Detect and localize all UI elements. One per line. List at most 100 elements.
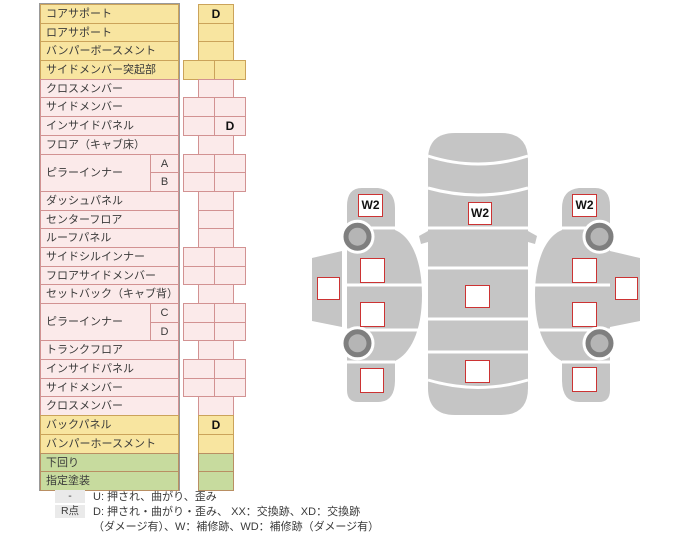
damage-cell[interactable] bbox=[198, 433, 234, 454]
right-front-fender-repair-marker[interactable]: W2 bbox=[572, 194, 597, 217]
left-side-view bbox=[312, 188, 422, 402]
legend: - U: 押され、曲がり、歪み R点 D: 押され・曲がり・歪み、 XX：交換跡… bbox=[55, 490, 379, 535]
part-label: ピラーインナー bbox=[40, 153, 151, 192]
damage-cell-right[interactable] bbox=[214, 265, 246, 286]
damage-cell[interactable] bbox=[198, 284, 234, 305]
left-rear-door-check-box[interactable] bbox=[360, 302, 385, 327]
legend-row-r: R点 D: 押され・曲がり・歪み、 XX：交換跡、XD：交換跡 bbox=[55, 505, 379, 519]
right-front-door-check-box[interactable] bbox=[572, 258, 597, 283]
damage-cell-right[interactable] bbox=[214, 303, 246, 323]
damage-cell-right[interactable] bbox=[214, 246, 246, 267]
part-label: フロアサイドメンバー bbox=[40, 265, 179, 286]
part-sub-label-a: A bbox=[150, 153, 179, 174]
top-trunk-check-box[interactable] bbox=[465, 360, 490, 383]
part-label: バンパーホースメント bbox=[40, 433, 179, 454]
legend-row-r2: （ダメージ有）、W：補修跡、WD：補修跡（ダメージ有） bbox=[55, 520, 379, 534]
damage-cell-right[interactable] bbox=[214, 321, 246, 342]
left-front-wheel-hub bbox=[348, 227, 367, 246]
part-label: ルーフパネル bbox=[40, 228, 179, 248]
damage-cell[interactable]: D bbox=[198, 415, 234, 435]
part-label: 指定塗装 bbox=[40, 471, 179, 491]
part-label: 下回り bbox=[40, 452, 179, 473]
part-label: クロスメンバー bbox=[40, 78, 179, 99]
part-sub-label-c: C bbox=[150, 303, 179, 323]
part-sub-label-d: D bbox=[150, 321, 179, 342]
top-panel-gaps bbox=[427, 154, 529, 389]
damage-cell[interactable] bbox=[198, 471, 234, 491]
left-front-fender-repair-marker[interactable]: W2 bbox=[358, 194, 383, 217]
legend-spacer bbox=[55, 520, 85, 533]
right-mirror-icon bbox=[528, 231, 537, 244]
top-body-shape bbox=[428, 133, 528, 415]
part-label: サイドメンバー bbox=[40, 377, 179, 398]
top-cowl-repair-marker[interactable]: W2 bbox=[468, 202, 492, 225]
damage-cell-left[interactable] bbox=[183, 265, 215, 286]
part-label: クロスメンバー bbox=[40, 396, 179, 417]
legend-badge-r-ten: R点 bbox=[55, 505, 85, 518]
damage-cell-left[interactable] bbox=[183, 246, 215, 267]
damage-cell-left[interactable] bbox=[183, 153, 215, 174]
legend-badge-dash: - bbox=[55, 490, 85, 503]
damage-cell[interactable] bbox=[198, 78, 234, 99]
damage-cell-right[interactable]: D bbox=[214, 116, 246, 136]
part-label: バンパーボースメント bbox=[40, 41, 179, 62]
car-damage-diagram: W2 W2 W2 bbox=[300, 128, 665, 420]
damage-cell[interactable]: D bbox=[198, 4, 234, 24]
legend-text-u: U: 押され、曲がり、歪み bbox=[93, 491, 217, 503]
damage-cell-left[interactable] bbox=[183, 321, 215, 342]
damage-cell-right[interactable] bbox=[214, 359, 246, 379]
right-rear-fender-check-box[interactable] bbox=[572, 367, 597, 392]
damage-cell-right[interactable] bbox=[214, 172, 246, 192]
part-label: バックパネル bbox=[40, 415, 179, 435]
damage-cell[interactable] bbox=[198, 209, 234, 230]
top-view bbox=[419, 133, 537, 415]
part-label: サイドメンバー bbox=[40, 97, 179, 118]
right-rear-wheel-hub bbox=[590, 334, 609, 353]
part-label: ピラーインナー bbox=[40, 303, 151, 342]
damage-cell-left[interactable] bbox=[183, 116, 215, 136]
legend-text-r-continued: （ダメージ有）、W：補修跡、WD：補修跡（ダメージ有） bbox=[93, 521, 380, 533]
damage-cell-left[interactable] bbox=[183, 303, 215, 323]
right-side-view bbox=[535, 188, 640, 402]
legend-text-r: D: 押され・曲がり・歪み、 XX：交換跡、XD：交換跡 bbox=[93, 506, 361, 518]
right-rocker-outer-check-box[interactable] bbox=[615, 277, 638, 300]
part-label: サイドシルインナー bbox=[40, 246, 179, 267]
right-rear-door-check-box[interactable] bbox=[572, 302, 597, 327]
damage-cell[interactable] bbox=[198, 134, 234, 155]
left-mirror-icon bbox=[419, 231, 428, 244]
damage-cell-right[interactable] bbox=[214, 97, 246, 118]
damage-cell-right[interactable] bbox=[214, 153, 246, 174]
damage-cell-right[interactable] bbox=[214, 377, 246, 398]
left-rear-fender-check-box[interactable] bbox=[360, 368, 384, 393]
left-rear-wheel-hub bbox=[348, 334, 367, 353]
damage-cell[interactable] bbox=[198, 22, 234, 43]
damage-cell[interactable] bbox=[198, 396, 234, 417]
legend-row-u: - U: 押され、曲がり、歪み bbox=[55, 490, 379, 504]
left-front-door-check-box[interactable] bbox=[360, 258, 385, 283]
part-label: セットバック（キャブ背） bbox=[40, 284, 179, 305]
damage-cell[interactable] bbox=[198, 190, 234, 211]
left-rocker-outer-check-box[interactable] bbox=[317, 277, 340, 300]
part-label: コアサポート bbox=[40, 4, 179, 24]
damage-cell[interactable] bbox=[198, 452, 234, 473]
right-front-wheel-hub bbox=[590, 227, 609, 246]
damage-cell-left[interactable] bbox=[183, 377, 215, 398]
car-diagram-svg bbox=[312, 133, 640, 415]
part-label: ロアサポート bbox=[40, 22, 179, 43]
damage-cell-left[interactable] bbox=[183, 172, 215, 192]
part-label: センターフロア bbox=[40, 209, 179, 230]
part-label: インサイドパネル bbox=[40, 116, 179, 136]
damage-cell-right[interactable] bbox=[214, 60, 246, 80]
part-label: フロア（キャブ床） bbox=[40, 134, 179, 155]
part-label: トランクフロア bbox=[40, 340, 179, 361]
damage-cell[interactable] bbox=[198, 340, 234, 361]
damage-cell-left[interactable] bbox=[183, 60, 215, 80]
part-label: ダッシュパネル bbox=[40, 190, 179, 211]
damage-cell-left[interactable] bbox=[183, 359, 215, 379]
damage-cell[interactable] bbox=[198, 41, 234, 62]
damage-cell[interactable] bbox=[198, 228, 234, 248]
top-roof-check-box[interactable] bbox=[465, 285, 490, 308]
part-sub-label-b: B bbox=[150, 172, 179, 192]
damage-cell-left[interactable] bbox=[183, 97, 215, 118]
